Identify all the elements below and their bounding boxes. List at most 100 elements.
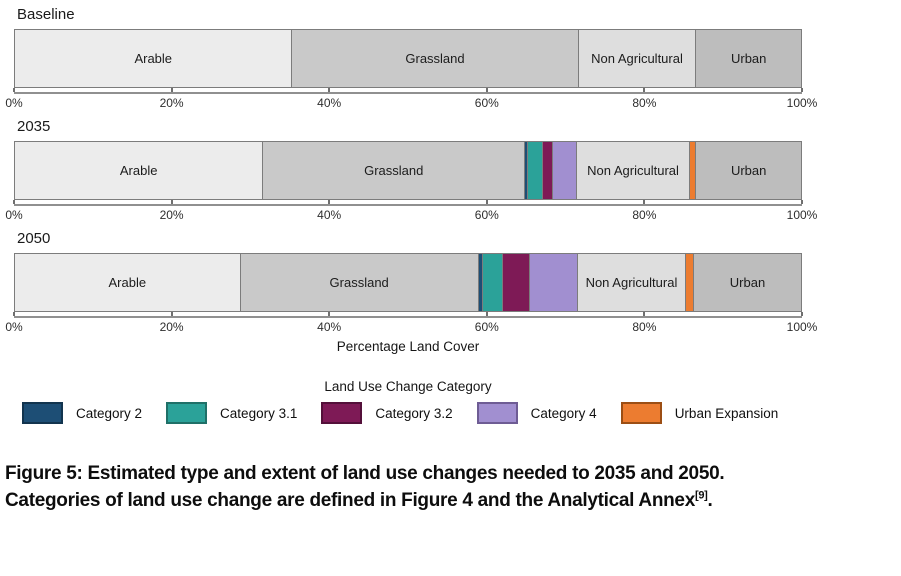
segment-grassland: Grassland [240,254,479,311]
axis-line [14,204,802,206]
stacked-bar-baseline: Arable Grassland Non Agricultural Urban [14,29,802,88]
axis-tick [801,312,803,316]
legend-item-category-2: Category 2 [22,402,142,424]
legend-title: Land Use Change Category [324,379,492,394]
segment-urban: Urban [696,30,801,87]
segment-category-2 [525,142,529,199]
segment-category-4 [529,254,578,311]
segment-category-3-1 [528,142,544,199]
segment-arable: Arable [15,30,293,87]
axis-line [14,316,802,318]
row-title-baseline: Baseline [17,6,75,23]
legend-item-category-4: Category 4 [476,402,597,424]
axis-tick [643,88,646,92]
axis-tick-label: 60% [474,96,499,110]
segment-urban: Urban [696,142,801,199]
axis-tick-label: 100% [786,320,818,334]
segment-category-3-2 [503,254,530,311]
x-axis-2035: 0% 20% 40% 60% 80% 100% [5,200,817,230]
axis-tick [170,312,173,316]
legend-item-urban-expansion: Urban Expansion [620,402,779,424]
axis-tick-label: 20% [159,96,184,110]
legend-swatch-category-2 [22,402,63,424]
axis-tick-label: 100% [786,96,818,110]
axis-line [14,92,802,94]
x-axis-baseline: 0% 20% 40% 60% 80% 100% [5,88,817,118]
row-title-2035: 2035 [17,118,51,135]
x-axis-2050: 0% 20% 40% 60% 80% 100% [5,312,817,342]
axis-tick-label: 60% [474,320,499,334]
axis-tick-label: 80% [632,208,657,222]
axis-tick-label: 40% [317,96,342,110]
segment-category-4 [553,142,577,199]
axis-tick [170,200,173,204]
segment-category-3-2 [543,142,554,199]
axis-tick [485,312,488,316]
caption-line-2: Categories of land use change are define… [5,490,695,511]
axis-tick [328,200,331,204]
axis-tick-label: 0% [5,96,23,110]
axis-tick-label: 40% [317,320,342,334]
legend-swatch-category-3-2 [321,402,363,424]
segment-label: Non Agricultural [591,51,683,66]
legend-label: Urban Expansion [674,405,779,421]
axis-tick-label: 0% [5,208,23,222]
legend-label: Category 2 [76,405,143,421]
axis-tick-label: 40% [317,208,342,222]
segment-label: Urban [729,275,766,290]
segment-urban-expansion [686,254,695,311]
segment-grassland: Grassland [292,30,579,87]
axis-tick [170,88,173,92]
segment-label: Arable [108,275,147,290]
axis-tick-label: 60% [474,208,499,222]
axis-tick-label: 20% [159,208,184,222]
axis-tick-label: 80% [632,320,657,334]
stacked-bar-2035: Arable Grassland Non Agricultural Urban [14,141,802,200]
caption-line-1: Figure 5: Estimated type and extent of l… [5,463,725,484]
legend-swatch-category-4 [476,402,518,424]
reference-superscript: [9] [694,489,708,502]
axis-tick [13,88,15,92]
axis-tick [328,88,331,92]
axis-tick [13,200,15,204]
axis-tick [485,200,488,204]
segment-grassland: Grassland [263,142,526,199]
segment-label: Arable [119,163,158,178]
legend-swatch-urban-expansion [620,402,662,424]
axis-tick [643,312,646,316]
legend-item-category-3-1: Category 3.1 [166,402,297,424]
segment-label: Grassland [364,163,424,178]
axis-tick [801,200,803,204]
axis-tick [485,88,488,92]
segment-urban: Urban [694,254,801,311]
figure-caption: Figure 5: Estimated type and extent of l… [5,460,885,514]
segment-label: Non Agricultural [585,275,678,290]
legend: Category 2 Category 3.1 Category 3.2 Catego… [22,402,778,424]
axis-tick-label: 100% [786,208,818,222]
segment-label: Grassland [405,51,465,66]
axis-tick-label: 80% [632,96,657,110]
segment-non-agricultural: Non Agricultural [576,142,691,199]
row-title-2050: 2050 [17,230,51,247]
segment-non-agricultural: Non Agricultural [578,30,697,87]
legend-swatch-category-3-1 [166,402,208,424]
axis-tick-label: 0% [5,320,23,334]
legend-item-category-3-2: Category 3.2 [321,402,453,424]
axis-tick [328,312,331,316]
segment-non-agricultural: Non Agricultural [577,254,687,311]
legend-label: Category 3.1 [220,405,298,421]
axis-tick [801,88,803,92]
caption-period: . [707,490,713,511]
segment-arable: Arable [15,142,264,199]
segment-label: Urban [730,163,767,178]
segment-category-3-1 [483,254,504,311]
segment-label: Grassland [329,275,389,290]
segment-category-2 [478,254,484,311]
legend-label: Category 3.2 [375,405,453,421]
stacked-bar-2050: Arable Grassland Non Agricultural Urban [14,253,802,312]
x-axis-label: Percentage Land Cover [336,339,480,354]
axis-tick-label: 20% [159,320,184,334]
axis-tick [643,200,646,204]
legend-label: Category 4 [530,405,597,421]
